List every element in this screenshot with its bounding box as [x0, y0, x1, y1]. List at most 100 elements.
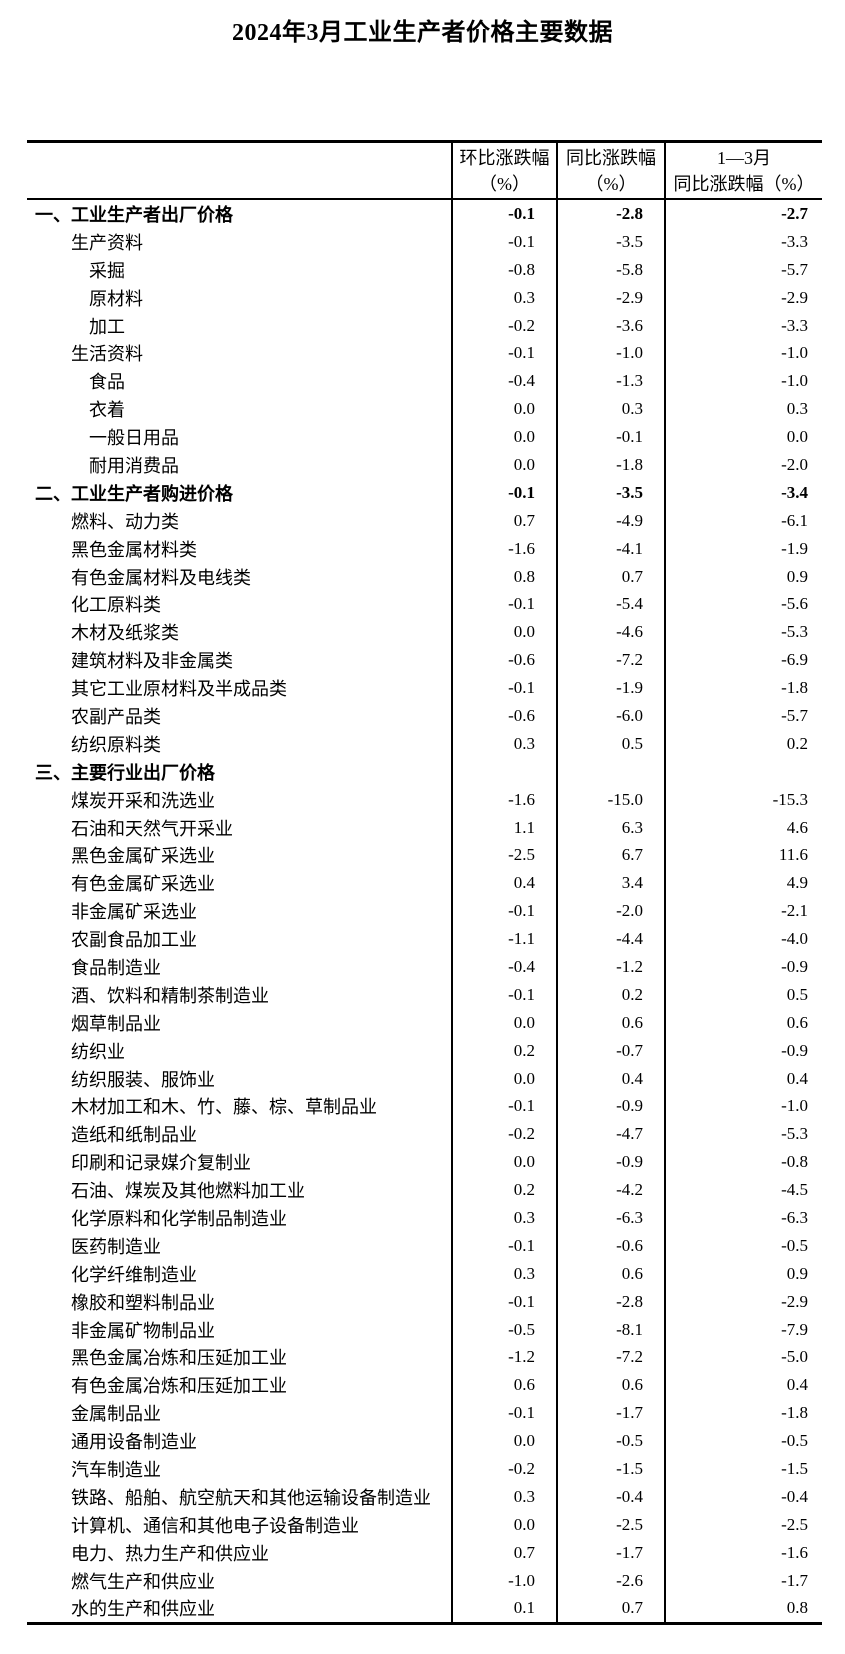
row-ytd-value: -5.7 — [664, 255, 822, 284]
table-row: 非金属矿采选业 -0.1 -2.0 -2.1 — [27, 897, 822, 926]
table-row: 通用设备制造业 0.0 -0.5 -0.5 — [27, 1427, 822, 1456]
row-label: 非金属矿物制品业 — [71, 1320, 215, 1341]
row-label: 化工原料类 — [71, 595, 161, 616]
row-label: 加工 — [89, 316, 125, 337]
row-yoy-value: -2.5 — [556, 1510, 665, 1539]
table-row: 化工原料类 -0.1 -5.4 -5.6 — [27, 590, 822, 619]
row-ytd-value: 0.5 — [664, 980, 822, 1009]
row-label: 三、主要行业出厂价格 — [35, 762, 215, 783]
row-ytd-value: 11.6 — [664, 841, 822, 870]
row-ytd-value: -0.4 — [664, 1482, 822, 1511]
header-ytd-line1: 1—3月 — [717, 147, 771, 168]
row-label: 计算机、通信和其他电子设备制造业 — [71, 1515, 359, 1536]
row-mom-value: -0.4 — [451, 953, 557, 981]
row-mom-value: -0.1 — [451, 1092, 557, 1121]
row-mom-value: -0.1 — [451, 590, 557, 619]
row-mom-value: -0.4 — [451, 367, 557, 396]
row-mom-value: 0.7 — [451, 1538, 557, 1567]
table-row: 燃气生产和供应业 -1.0 -2.6 -1.7 — [27, 1566, 822, 1595]
row-ytd-value: -1.9 — [664, 534, 822, 563]
row-ytd-value: -1.5 — [664, 1455, 822, 1483]
table-row: 二、工业生产者购进价格 -0.1 -3.5 -3.4 — [27, 478, 822, 507]
row-ytd-value: 4.9 — [664, 869, 822, 898]
row-ytd-value: -3.4 — [664, 478, 822, 507]
row-label: 燃料、动力类 — [71, 511, 179, 532]
row-mom-value: 0.0 — [451, 1008, 557, 1037]
row-yoy-value: -0.7 — [556, 1036, 665, 1065]
row-label: 采掘 — [89, 260, 125, 281]
table-row: 造纸和纸制品业 -0.2 -4.7 -5.3 — [27, 1120, 822, 1149]
row-mom-value: -0.1 — [451, 1287, 557, 1316]
row-mom-value: 0.0 — [451, 618, 557, 647]
row-ytd-value: 0.3 — [664, 395, 822, 424]
row-label: 纺织服装、服饰业 — [71, 1069, 215, 1090]
table-row: 原材料 0.3 -2.9 -2.9 — [27, 283, 822, 312]
table-row: 煤炭开采和洗选业 -1.6 -15.0 -15.3 — [27, 785, 822, 814]
row-yoy-value: -6.3 — [556, 1204, 665, 1232]
row-label: 医药制造业 — [71, 1236, 161, 1257]
row-mom-value: -0.1 — [451, 674, 557, 703]
row-label: 一般日用品 — [89, 428, 179, 449]
row-yoy-value: -5.8 — [556, 255, 665, 284]
row-yoy-value: -1.5 — [556, 1455, 665, 1483]
row-label: 电力、热力生产和供应业 — [71, 1543, 269, 1564]
row-yoy-value: -4.6 — [556, 618, 665, 647]
row-yoy-value: -0.9 — [556, 1148, 665, 1177]
row-label: 通用设备制造业 — [71, 1432, 197, 1453]
row-ytd-value — [664, 757, 822, 786]
row-mom-value: -0.2 — [451, 311, 557, 340]
row-ytd-value: -2.9 — [664, 283, 822, 312]
table-row: 其它工业原材料及半成品类 -0.1 -1.9 -1.8 — [27, 674, 822, 703]
row-yoy-value: 0.7 — [556, 1594, 665, 1624]
row-ytd-value: -1.0 — [664, 1092, 822, 1121]
header-yoy-line2: （%） — [585, 173, 637, 194]
row-label: 烟草制品业 — [71, 1013, 161, 1034]
row-ytd-value: 0.2 — [664, 729, 822, 758]
table-row: 燃料、动力类 0.7 -4.9 -6.1 — [27, 506, 822, 535]
row-mom-value: -2.5 — [451, 841, 557, 870]
row-yoy-value: -1.2 — [556, 953, 665, 981]
table-row: 有色金属矿采选业 0.4 3.4 4.9 — [27, 869, 822, 898]
row-label: 二、工业生产者购进价格 — [35, 483, 233, 504]
row-yoy-value: -0.1 — [556, 423, 665, 452]
row-mom-value: 0.0 — [451, 1064, 557, 1093]
row-label: 有色金属冶炼和压延加工业 — [71, 1376, 287, 1397]
row-label: 食品制造业 — [71, 957, 161, 978]
header-row: 环比涨跌幅 （%） 同比涨跌幅 （%） 1—3月 同比涨跌幅（%） — [27, 141, 822, 200]
row-mom-value: -1.0 — [451, 1566, 557, 1595]
row-label: 印刷和记录媒介复制业 — [71, 1153, 251, 1174]
table-row: 印刷和记录媒介复制业 0.0 -0.9 -0.8 — [27, 1148, 822, 1177]
row-yoy-value: -1.0 — [556, 339, 665, 368]
row-ytd-value: -4.5 — [664, 1176, 822, 1205]
row-yoy-value: -4.1 — [556, 534, 665, 563]
row-ytd-value: -2.7 — [664, 199, 822, 228]
table-row: 化学纤维制造业 0.3 0.6 0.9 — [27, 1259, 822, 1288]
table-row: 电力、热力生产和供应业 0.7 -1.7 -1.6 — [27, 1538, 822, 1567]
row-mom-value: -0.1 — [451, 897, 557, 926]
row-yoy-value: 0.3 — [556, 395, 665, 424]
row-ytd-value: -2.0 — [664, 451, 822, 479]
row-yoy-value: -3.6 — [556, 311, 665, 340]
row-yoy-value: 0.6 — [556, 1371, 665, 1400]
row-ytd-value: -5.0 — [664, 1343, 822, 1372]
row-yoy-value: -4.4 — [556, 925, 665, 954]
row-yoy-value — [556, 757, 665, 786]
row-ytd-value: 0.6 — [664, 1008, 822, 1037]
row-label: 有色金属矿采选业 — [71, 874, 215, 895]
row-mom-value: -1.6 — [451, 534, 557, 563]
row-mom-value: 0.3 — [451, 283, 557, 312]
row-ytd-value: -0.5 — [664, 1231, 822, 1260]
table-row: 一般日用品 0.0 -0.1 0.0 — [27, 423, 822, 452]
row-mom-value: -0.1 — [451, 980, 557, 1009]
row-label: 农副产品类 — [71, 706, 161, 727]
row-mom-value: -0.1 — [451, 478, 557, 507]
table-row: 食品 -0.4 -1.3 -1.0 — [27, 367, 822, 396]
row-mom-value: 0.0 — [451, 1510, 557, 1539]
row-ytd-value: 0.8 — [664, 1594, 822, 1624]
header-mom-line2: （%） — [479, 173, 530, 194]
row-yoy-value: -4.2 — [556, 1176, 665, 1205]
table-row: 有色金属材料及电线类 0.8 0.7 0.9 — [27, 562, 822, 591]
row-mom-value: -0.1 — [451, 199, 557, 228]
row-yoy-value: -2.8 — [556, 199, 665, 228]
row-ytd-value: -3.3 — [664, 227, 822, 256]
